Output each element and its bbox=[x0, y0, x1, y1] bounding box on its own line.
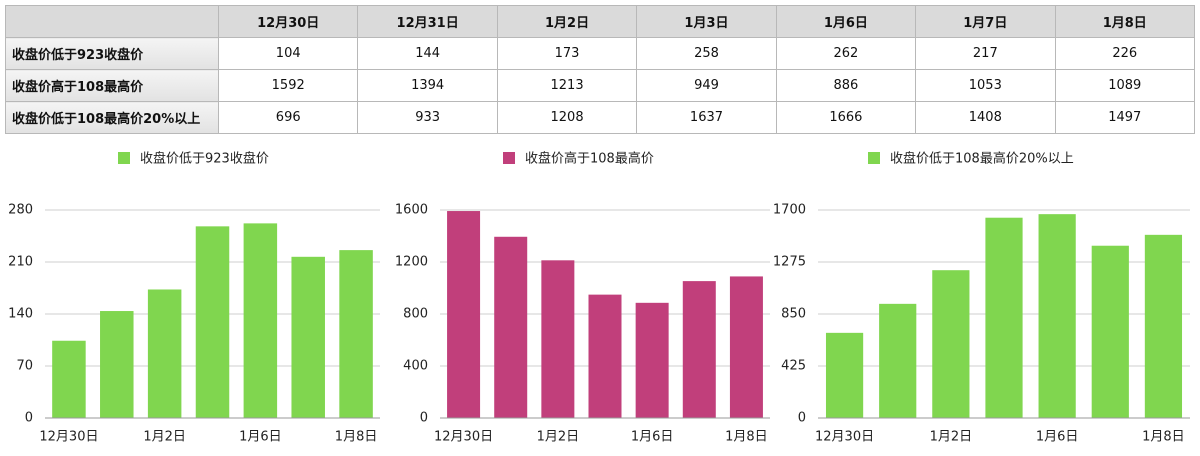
x-tick-label: 12月30日 bbox=[815, 430, 874, 445]
bar bbox=[447, 211, 481, 418]
table-cell: 173 bbox=[496, 37, 638, 70]
y-tick-label: 70 bbox=[16, 359, 33, 374]
bar bbox=[291, 256, 325, 418]
bar bbox=[825, 332, 864, 418]
y-tick-label: 425 bbox=[781, 359, 806, 374]
x-tick-label: 1月2日 bbox=[930, 430, 973, 445]
x-tick-label: 12月30日 bbox=[434, 430, 493, 445]
table-cell: 1213 bbox=[496, 69, 638, 102]
legend-label: 收盘价低于923收盘价 bbox=[140, 151, 269, 167]
bar bbox=[1038, 214, 1076, 418]
data-table: 12月30日 12月31日 1月2日 1月3日 1月6日 1月7日 1月8日 收盘价低于92… bbox=[5, 5, 1196, 134]
bar bbox=[729, 276, 763, 418]
y-tick-label: 400 bbox=[403, 359, 428, 374]
bar bbox=[879, 303, 917, 418]
y-tick-label: 800 bbox=[403, 307, 428, 322]
row-label: 收盘价高于108最高价 bbox=[5, 69, 219, 102]
table-cell: 1497 bbox=[1054, 101, 1196, 134]
bar bbox=[541, 260, 575, 418]
table-cell: 258 bbox=[636, 37, 777, 70]
y-tick-label: 1200 bbox=[395, 255, 428, 270]
y-tick-label: 0 bbox=[25, 411, 33, 426]
bar bbox=[635, 302, 669, 418]
column-header: 1月7日 bbox=[915, 5, 1056, 38]
x-tick-label: 1月6日 bbox=[1036, 430, 1079, 445]
bar bbox=[52, 340, 86, 418]
table-cell: 886 bbox=[775, 69, 917, 102]
bar bbox=[932, 270, 970, 418]
column-header: 12月31日 bbox=[357, 5, 498, 38]
y-tick-label: 280 bbox=[8, 203, 33, 218]
bar bbox=[100, 311, 134, 418]
bar bbox=[1144, 234, 1183, 418]
column-header: 1月8日 bbox=[1054, 5, 1196, 38]
y-tick-label: 1600 bbox=[395, 203, 428, 218]
row-label: 收盘价低于108最高价20%以上 bbox=[5, 101, 219, 134]
x-tick-label: 1月8日 bbox=[1142, 430, 1185, 445]
table-cell: 217 bbox=[915, 37, 1056, 70]
table-cell: 1592 bbox=[217, 69, 359, 102]
table-row: 收盘价低于108最高价20%以上 696 933 1208 1637 1666 1408 14… bbox=[5, 101, 1196, 134]
bar bbox=[494, 236, 528, 418]
table-cell: 144 bbox=[357, 37, 498, 70]
x-tick-label: 1月8日 bbox=[725, 430, 768, 445]
legend-swatch bbox=[868, 152, 880, 164]
column-header: 12月30日 bbox=[217, 5, 359, 38]
row-label: 收盘价低于923收盘价 bbox=[5, 37, 219, 70]
table-cell: 933 bbox=[357, 101, 498, 134]
x-tick-label: 12月30日 bbox=[39, 430, 98, 445]
table-row: 收盘价高于108最高价 1592 1394 1213 949 886 1053 1089 bbox=[5, 69, 1196, 102]
x-tick-label: 1月6日 bbox=[239, 430, 282, 445]
bar bbox=[985, 217, 1023, 418]
legend-swatch bbox=[118, 152, 130, 164]
corner-cell bbox=[5, 5, 219, 38]
table-row: 收盘价低于923收盘价 104 144 173 258 262 217 226 bbox=[5, 37, 1196, 70]
table-cell: 1637 bbox=[636, 101, 777, 134]
y-tick-label: 1700 bbox=[773, 203, 806, 218]
bar bbox=[588, 294, 622, 418]
y-tick-label: 0 bbox=[420, 411, 428, 426]
table-cell: 1208 bbox=[496, 101, 638, 134]
legend-label: 收盘价低于108最高价20%以上 bbox=[890, 151, 1074, 167]
bar bbox=[1091, 245, 1129, 418]
table-cell: 262 bbox=[775, 37, 917, 70]
column-header: 1月6日 bbox=[775, 5, 917, 38]
table-cell: 1053 bbox=[915, 69, 1056, 102]
table-cell: 104 bbox=[217, 37, 359, 70]
table-cell: 226 bbox=[1054, 37, 1196, 70]
x-tick-label: 1月2日 bbox=[537, 430, 580, 445]
table-cell: 1089 bbox=[1054, 69, 1196, 102]
y-tick-label: 140 bbox=[8, 307, 33, 322]
y-tick-label: 210 bbox=[8, 255, 33, 270]
bar bbox=[339, 250, 373, 418]
y-tick-label: 1275 bbox=[773, 255, 806, 270]
y-tick-label: 0 bbox=[798, 411, 806, 426]
table-cell: 1666 bbox=[775, 101, 917, 134]
table-cell: 1408 bbox=[915, 101, 1056, 134]
legend-label: 收盘价高于108最高价 bbox=[525, 151, 654, 167]
table-body: 收盘价低于923收盘价 104 144 173 258 262 217 226 收盘价高于108… bbox=[5, 37, 1196, 134]
x-tick-label: 1月6日 bbox=[631, 430, 674, 445]
column-header: 1月2日 bbox=[496, 5, 638, 38]
column-header: 1月3日 bbox=[636, 5, 777, 38]
header-row: 12月30日 12月31日 1月2日 1月3日 1月6日 1月7日 1月8日 bbox=[5, 5, 1196, 38]
y-tick-label: 850 bbox=[781, 307, 806, 322]
x-tick-label: 1月2日 bbox=[143, 430, 186, 445]
bar bbox=[195, 226, 230, 418]
x-tick-label: 1月8日 bbox=[335, 430, 378, 445]
bar bbox=[682, 281, 716, 418]
legend-swatch bbox=[503, 152, 515, 164]
bar bbox=[243, 223, 278, 418]
table-cell: 696 bbox=[217, 101, 359, 134]
table-cell: 949 bbox=[636, 69, 777, 102]
bar bbox=[147, 289, 182, 418]
table-cell: 1394 bbox=[357, 69, 498, 102]
